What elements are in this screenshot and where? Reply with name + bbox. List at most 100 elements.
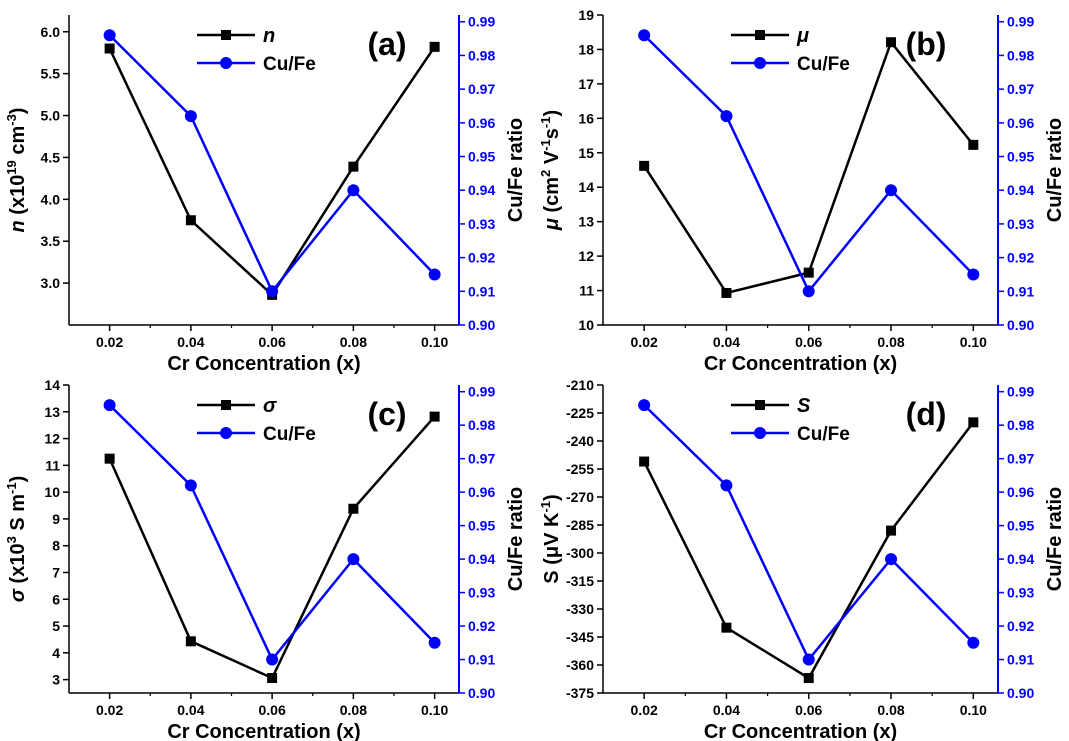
data-point-circle: [184, 110, 197, 123]
legend-label: n: [263, 25, 275, 47]
x-tick-label: 0.04: [177, 334, 204, 350]
y-tick-label-right: 0.99: [1007, 14, 1034, 30]
y-axis-label-left: μ (cm2 V-1s-1): [538, 110, 563, 231]
data-point-circle: [967, 268, 980, 281]
y-tick-label-right: 0.90: [468, 685, 495, 701]
y-tick-label-right: 0.95: [468, 518, 495, 534]
legend-label: S: [797, 395, 811, 417]
data-point-circle: [266, 653, 279, 666]
x-tick-label: 0.08: [877, 334, 904, 350]
data-point-square: [886, 525, 897, 536]
y-tick-label-right: 0.90: [1007, 317, 1034, 333]
legend-marker-square: [755, 30, 765, 40]
y-tick-label-left: 3.0: [41, 275, 61, 291]
series-line-left: [643, 421, 975, 680]
y-tick-label-right: 0.92: [1007, 250, 1034, 266]
data-point-circle: [638, 399, 651, 412]
x-tick-label: 0.10: [421, 334, 448, 350]
y-tick-label-left: 9: [52, 511, 60, 527]
y-tick-label-right: 0.91: [1007, 652, 1034, 668]
x-axis-label: Cr Concentration (x): [704, 721, 897, 741]
y-tick-label-right: 0.99: [468, 14, 495, 30]
chart-panel-c: 0.02 0.04 0.06 0.08 0.10 3 4 5 6 7 8 9 10 11 12 13 14 0.9…: [4, 377, 527, 741]
y-tick-label-left: -375: [566, 685, 594, 701]
data-point-square: [886, 37, 897, 48]
data-point-square: [348, 161, 359, 172]
y-tick-label-left: 14: [44, 377, 60, 393]
y-tick-label-left: 17: [578, 76, 594, 92]
y-tick-label-left: 14: [578, 179, 594, 195]
data-point-square: [185, 636, 196, 647]
legend-marker-circle: [220, 427, 232, 439]
y-axis-label-right: Cu/Fe ratio: [1044, 487, 1066, 591]
data-point-circle: [885, 553, 898, 566]
data-point-circle: [428, 636, 441, 649]
x-tick-label: 0.02: [631, 334, 658, 350]
y-tick-label-right: 0.96: [468, 115, 495, 131]
data-point-circle: [885, 184, 898, 197]
x-tick-label: 0.02: [631, 702, 658, 718]
y-tick-label-right: 0.93: [1007, 216, 1034, 232]
y-axis-label-right: Cu/Fe ratio: [505, 118, 527, 222]
y-tick-label-right: 0.98: [468, 47, 495, 63]
y-tick-label-right: 0.97: [468, 81, 495, 97]
y-tick-label-left: -270: [566, 489, 594, 505]
y-tick-label-right: 0.94: [1007, 182, 1034, 198]
y-tick-label-right: 0.98: [468, 417, 495, 433]
series-line-left: [108, 415, 436, 680]
y-tick-label-right: 0.92: [1007, 618, 1034, 634]
y-tick-label-right: 0.92: [468, 618, 495, 634]
y-tick-label-left: 6: [52, 591, 60, 607]
y-axis-label-right: Cu/Fe ratio: [1044, 118, 1066, 222]
legend-label: Cu/Fe: [263, 54, 316, 75]
x-tick-label: 0.06: [259, 702, 286, 718]
data-point-square: [968, 139, 979, 150]
data-point-square: [429, 41, 440, 52]
y-tick-label-left: 13: [578, 214, 594, 230]
y-tick-label-left: 4.5: [41, 149, 61, 165]
x-axis-label: Cr Concentration (x): [167, 721, 360, 741]
y-tick-label-left: 12: [578, 248, 594, 264]
y-tick-label-right: 0.94: [468, 182, 495, 198]
data-point-circle: [184, 479, 197, 492]
data-point-circle: [802, 653, 815, 666]
data-point-square: [348, 503, 359, 514]
chart-panel-d: 0.02 0.04 0.06 0.08 0.10 -375 -360 -345 -330 -315…: [538, 377, 1066, 741]
y-tick-label-left: 10: [44, 484, 60, 500]
x-tick-label: 0.02: [96, 702, 123, 718]
y-tick-label-right: 0.91: [468, 283, 495, 299]
chart-panel-b: 0.02 0.04 0.06 0.08 0.10 10 11 12 13 14 15 16 17 18 19…: [538, 7, 1066, 375]
y-tick-label-right: 0.91: [1007, 283, 1034, 299]
x-tick-label: 0.08: [340, 702, 367, 718]
data-point-square: [721, 622, 732, 633]
y-tick-label-left: -240: [566, 433, 594, 449]
y-tick-label-right: 0.97: [1007, 451, 1034, 467]
y-tick-label-left: -345: [566, 629, 594, 645]
legend-label: Cu/Fe: [797, 54, 850, 75]
y-tick-label-left: 4: [52, 645, 60, 661]
data-point-circle: [802, 285, 815, 298]
y-tick-label-left: 4.0: [41, 191, 61, 207]
data-point-square: [803, 673, 814, 684]
x-tick-label: 0.10: [421, 702, 448, 718]
y-tick-label-left: -210: [566, 377, 594, 393]
y-axis-label-left: σ (x103 S m-1): [4, 476, 29, 603]
x-tick-label: 0.04: [713, 702, 740, 718]
panel-label: (c): [367, 396, 406, 432]
legend-marker-square: [755, 400, 765, 410]
legend-marker-circle: [220, 57, 232, 69]
y-tick-label-right: 0.95: [1007, 149, 1034, 165]
y-tick-label-right: 0.96: [468, 484, 495, 500]
y-tick-label-left: -300: [566, 545, 594, 561]
x-tick-label: 0.02: [96, 334, 123, 350]
y-tick-label-left: 3: [52, 672, 60, 688]
data-point-circle: [103, 29, 116, 42]
y-tick-label-left: 15: [578, 145, 594, 161]
y-tick-label-left: -225: [566, 405, 594, 421]
y-tick-label-left: 6.0: [41, 24, 61, 40]
y-axis-label-left: S (μV K-1): [538, 494, 563, 583]
y-tick-label-right: 0.95: [1007, 518, 1034, 534]
y-tick-label-right: 0.91: [468, 652, 495, 668]
y-tick-label-right: 0.98: [1007, 417, 1034, 433]
